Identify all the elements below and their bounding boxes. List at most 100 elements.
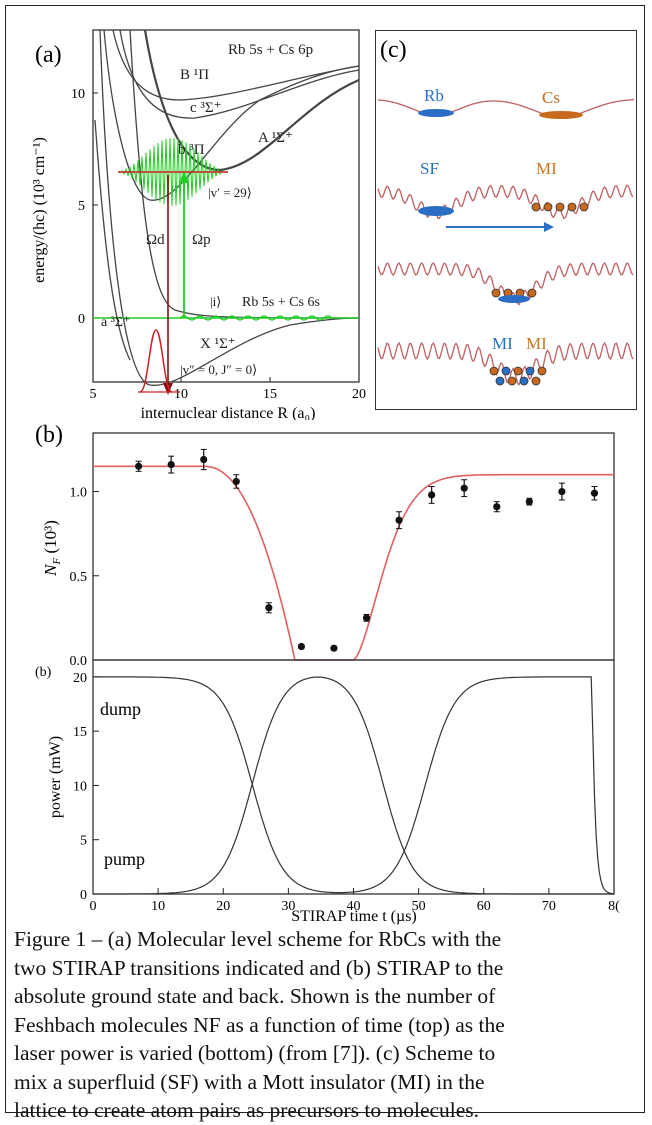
x-tick-label: 40 <box>347 899 361 914</box>
data-point <box>297 642 305 651</box>
label-X: X ¹Σ⁺ <box>200 336 236 352</box>
data-point <box>493 503 501 511</box>
caption-line: laser power is varied (bottom) (from [7]… <box>14 1041 496 1065</box>
data-point <box>167 460 175 469</box>
caption-line: two STIRAP transitions indicated and (b)… <box>14 955 504 980</box>
curve-c <box>119 29 360 119</box>
data-point <box>395 516 403 524</box>
data-point <box>265 604 273 612</box>
panel-b-label: (b) <box>35 422 63 448</box>
y-tick-label: 0.0 <box>70 654 88 669</box>
mi-pair-atom <box>525 366 535 376</box>
mi-pair-atom <box>513 366 523 376</box>
rb-cloud <box>418 109 454 117</box>
x-tick-label: 0 <box>90 899 97 914</box>
y-tick-label: 1.0 <box>70 486 88 501</box>
panel-a-label: (a) <box>35 42 62 68</box>
mi-atom <box>555 202 565 212</box>
mi-atom <box>531 202 541 212</box>
panel-a-xlabel: internuclear distance R (a₀) <box>141 405 316 420</box>
data-point <box>558 487 566 496</box>
caption-line: Figure 1 – (a) Molecular level scheme fo… <box>14 927 502 951</box>
panel-b-bottom-ylabel: power (mW) <box>47 736 64 818</box>
data-point <box>460 484 468 492</box>
lattice-potential <box>377 341 634 386</box>
sf-cloud <box>418 206 454 216</box>
panel-c: (c) Rb Cs SF MI MI MI <box>375 30 637 410</box>
y-tick-label: 5 <box>80 834 87 849</box>
mi-pair-atom <box>531 376 541 386</box>
rb-cloud <box>498 295 530 303</box>
label-pump: pump <box>104 849 145 869</box>
transfer-arrowhead <box>544 222 554 232</box>
mi-atom <box>579 202 589 212</box>
curve-A <box>143 29 360 172</box>
curve-extra <box>94 119 131 361</box>
y-tick-label: 10 <box>73 779 87 794</box>
y-tick-label: 20 <box>73 671 87 686</box>
mi-pair-atom <box>519 376 529 386</box>
panel-a-yticks: 10 5 0 <box>71 87 98 327</box>
dump-curve <box>93 676 615 895</box>
fit-curve <box>93 465 614 661</box>
panel-a-ylabel: energy/(hc) (10³ cm⁻¹) <box>31 137 48 283</box>
caption-line: absolute ground state and back. Shown is… <box>14 984 496 1008</box>
lattice-potential <box>377 184 634 220</box>
panel-c-waves <box>377 98 635 386</box>
label-cs: Cs <box>542 88 560 107</box>
x-tick-label: 8( <box>608 899 620 914</box>
figure-frame <box>5 5 645 1113</box>
panel-a-axes <box>92 29 360 383</box>
red-ground-wavefunction <box>139 329 173 393</box>
label-B: B ¹Π <box>180 67 209 83</box>
panel-b-bottom-yticks: 0 5 10 15 20 <box>73 671 99 903</box>
x-tick-label: 10 <box>151 899 165 914</box>
x-tick-label: 15 <box>263 387 277 402</box>
label-vdprime: |v″ = 0, J″ = 0⟩ <box>180 362 257 377</box>
mi-pair-atom <box>495 376 505 386</box>
panel-b-xlabel: STIRAP time t (µs) <box>291 908 417 925</box>
label-mi: MI <box>536 159 557 178</box>
x-tick-label: 5 <box>90 387 97 402</box>
panel-b-bottom-label: (b) <box>35 665 52 680</box>
y-tick-label: 5 <box>78 199 85 214</box>
y-tick-label: 10 <box>71 87 85 102</box>
label-omega-d: Ωd <box>146 232 165 248</box>
x-tick-label: 60 <box>477 899 491 914</box>
mi-pair-atom <box>507 376 517 386</box>
panel-b: (b) NF (10³) 0.0 0.5 1.0 (b) power (mW) 0 5… <box>35 422 620 925</box>
curve-B <box>112 29 360 101</box>
mi-atom <box>491 288 501 298</box>
caption-line: Feshbach molecules NF as a function of t… <box>14 1012 505 1037</box>
cs-cloud <box>539 111 583 119</box>
label-asym-bottom: Rb 5s + Cs 6s <box>242 295 320 310</box>
green-wiggle-i <box>179 315 333 321</box>
x-tick-label: 20 <box>352 387 366 402</box>
mi-atom <box>527 288 537 298</box>
label-i: |i⟩ <box>210 294 221 309</box>
x-tick-label: 70 <box>542 899 556 914</box>
figure-caption: Figure 1 – (a) Molecular level scheme fo… <box>14 925 638 1125</box>
pump-curve <box>93 676 614 895</box>
mi-atom <box>543 202 553 212</box>
x-tick-label: 50 <box>412 899 426 914</box>
panel-a-xticks: 5 10 15 20 <box>90 377 366 402</box>
label-asym-top: Rb 5s + Cs 6p <box>228 42 313 58</box>
label-vprime: |v′ = 29⟩ <box>208 185 252 200</box>
panel-c-label: (c) <box>380 37 407 63</box>
label-b: b ³Π <box>178 142 205 158</box>
panel-b-top-ylabel: NF (10³) <box>41 520 63 577</box>
label-a: a ³Σ⁺ <box>101 315 130 330</box>
data-point <box>525 498 533 506</box>
label-omega-p: Ωp <box>192 232 211 248</box>
data-point <box>590 489 599 497</box>
data-point <box>330 644 338 652</box>
y-tick-label: 0.5 <box>70 570 88 585</box>
panel-b-bottom-axes <box>92 659 615 895</box>
data-point <box>232 477 240 486</box>
caption-line: mix a superfluid (SF) with a Mott insula… <box>14 1069 485 1094</box>
x-tick-label: 10 <box>174 387 188 402</box>
label-dump: dump <box>100 699 141 719</box>
label-mi-left: MI <box>492 334 513 353</box>
